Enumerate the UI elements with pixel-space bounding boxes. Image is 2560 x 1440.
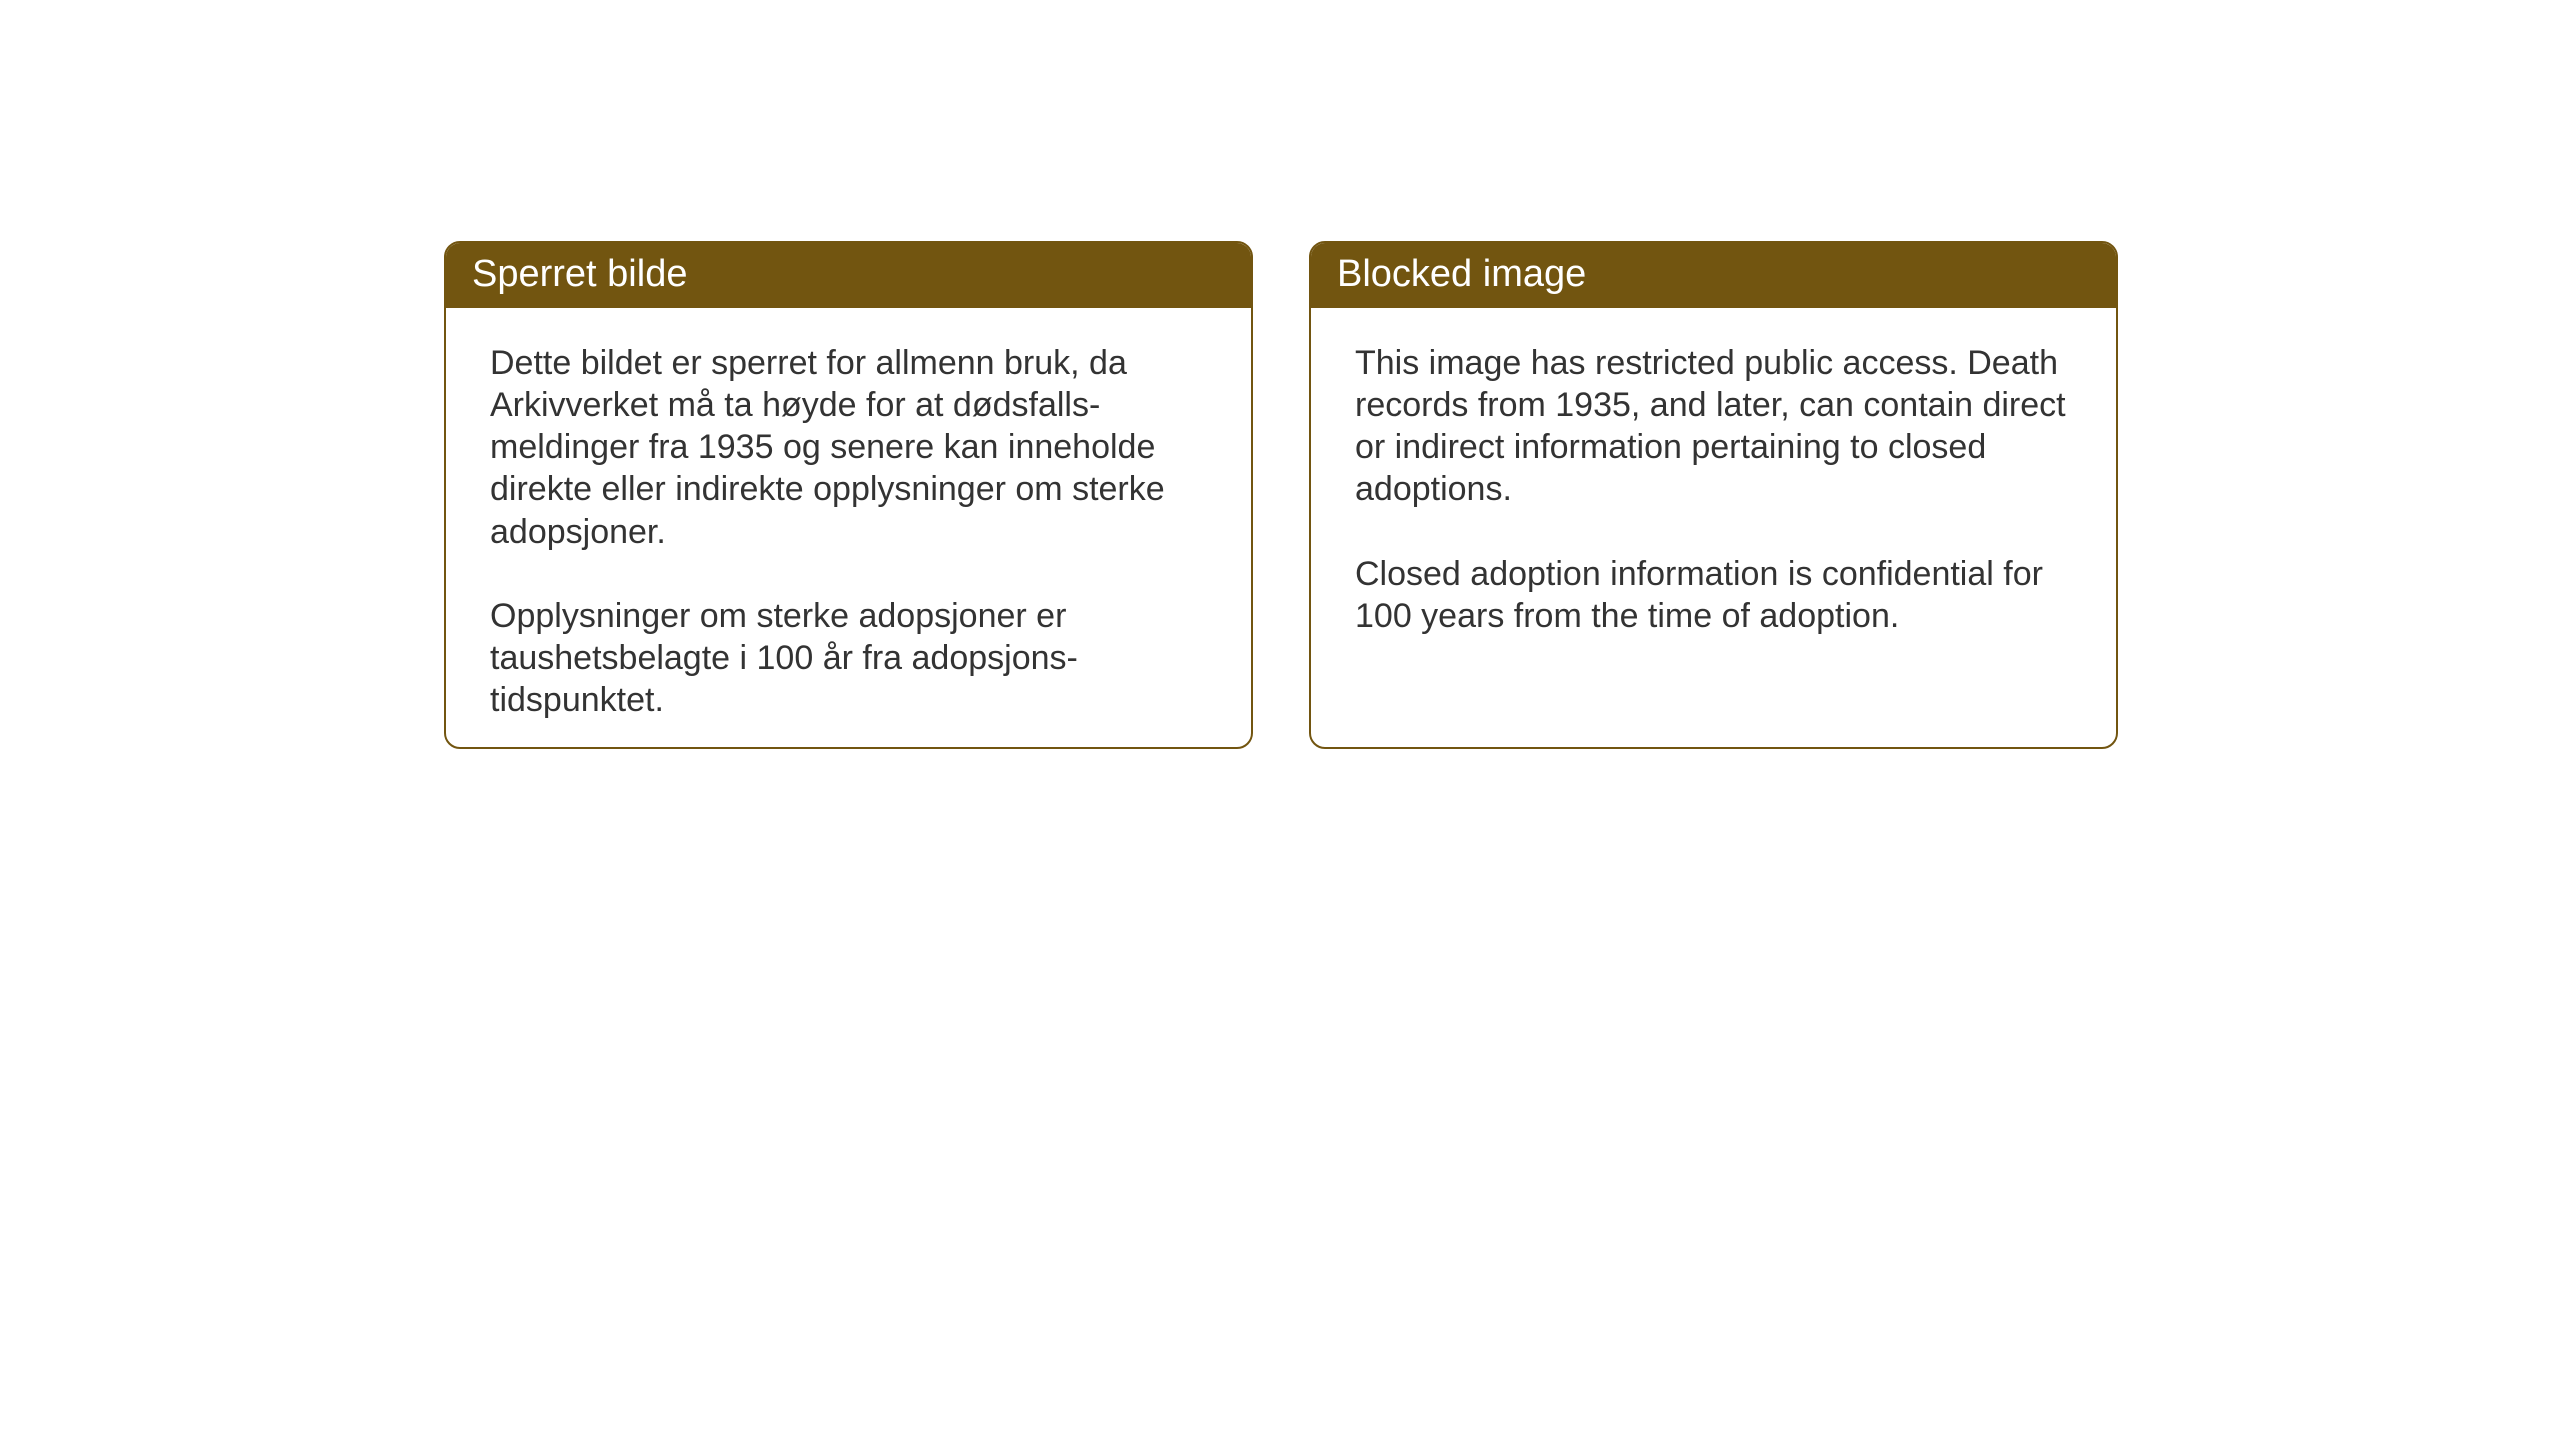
english-paragraph-2: Closed adoption information is confident… bbox=[1355, 553, 2080, 637]
english-notice-card: Blocked image This image has restricted … bbox=[1309, 241, 2118, 749]
english-card-title: Blocked image bbox=[1311, 243, 2116, 308]
norwegian-card-body: Dette bildet er sperret for allmenn bruk… bbox=[446, 308, 1251, 749]
english-paragraph-1: This image has restricted public access.… bbox=[1355, 342, 2080, 511]
norwegian-paragraph-2: Opplysninger om sterke adopsjoner er tau… bbox=[490, 595, 1215, 721]
notice-container: Sperret bilde Dette bildet er sperret fo… bbox=[0, 0, 2560, 749]
norwegian-paragraph-1: Dette bildet er sperret for allmenn bruk… bbox=[490, 342, 1215, 553]
norwegian-card-title: Sperret bilde bbox=[446, 243, 1251, 308]
english-card-body: This image has restricted public access.… bbox=[1311, 308, 2116, 673]
norwegian-notice-card: Sperret bilde Dette bildet er sperret fo… bbox=[444, 241, 1253, 749]
